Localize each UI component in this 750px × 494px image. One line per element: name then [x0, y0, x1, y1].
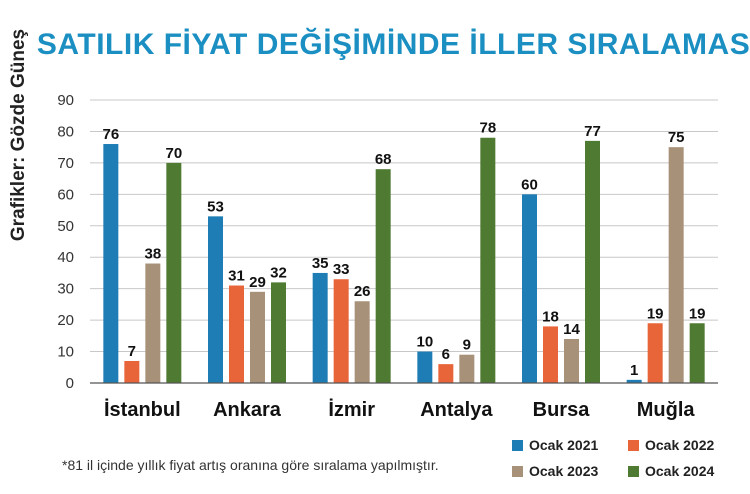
bar: [648, 323, 663, 383]
bar: [543, 326, 558, 383]
value-label: 60: [521, 176, 538, 193]
bar: [334, 279, 349, 383]
value-label: 7: [128, 343, 136, 360]
chart-title: SATILIK FİYAT DEĞİŞİMİNDE İLLER SIRALAMA…: [37, 27, 750, 61]
value-label: 68: [375, 151, 392, 168]
bar: [313, 273, 328, 383]
value-label: 32: [270, 264, 287, 281]
bar: [208, 216, 223, 383]
y-tick-label: 10: [57, 344, 74, 361]
bar: [690, 323, 705, 383]
category-label: İstanbul: [104, 398, 181, 421]
bar: [250, 292, 265, 383]
value-label: 76: [102, 126, 119, 143]
category-label: Bursa: [533, 399, 591, 421]
category-label: İzmir: [328, 398, 375, 421]
footnote: *81 il içinde yıllık fiyat artış oranına…: [62, 457, 439, 473]
value-label: 10: [416, 334, 433, 351]
value-label: 18: [542, 308, 559, 325]
value-label: 53: [207, 198, 224, 215]
y-tick-label: 60: [57, 186, 74, 203]
value-label: 9: [463, 337, 471, 354]
category-label: Ankara: [213, 399, 282, 421]
bar: [103, 144, 118, 383]
value-label: 78: [479, 120, 496, 137]
bar: [438, 364, 453, 383]
value-label: 33: [333, 261, 350, 278]
legend-label: Ocak 2021: [529, 437, 598, 453]
bar: [522, 194, 537, 383]
x-axis-categories: İstanbul Ankara İzmir Antalya Bursa Muğla: [104, 398, 695, 421]
y-tick-label: 20: [57, 312, 74, 329]
y-tick-label: 90: [57, 92, 74, 109]
legend-swatch: [512, 440, 523, 451]
bars: [103, 138, 704, 383]
bar: [229, 286, 244, 383]
legend-label: Ocak 2024: [645, 463, 714, 479]
bar: [145, 264, 160, 383]
value-label: 75: [668, 129, 685, 146]
value-label: 29: [249, 274, 266, 291]
value-label: 77: [584, 123, 601, 140]
value-label: 19: [689, 305, 706, 322]
bar: [459, 355, 474, 383]
bar: [355, 301, 370, 383]
bar: [124, 361, 139, 383]
y-tick-label: 40: [57, 249, 74, 266]
value-label: 14: [563, 321, 580, 338]
legend: Ocak 2021 Ocak 2022 Ocak 2023 Ocak 2024: [512, 437, 714, 479]
y-tick-label: 30: [57, 281, 74, 298]
bar: [376, 169, 391, 383]
y-tick-label: 80: [57, 123, 74, 140]
value-label: 6: [442, 346, 450, 363]
value-label: 38: [144, 246, 161, 263]
value-label: 31: [228, 268, 245, 285]
bar: [417, 352, 432, 383]
bar: [564, 339, 579, 383]
bar: [669, 147, 684, 383]
legend-label: Ocak 2022: [645, 437, 714, 453]
value-label: 35: [312, 255, 329, 272]
y-tick-label: 0: [66, 375, 74, 392]
credit-label: Grafikler: Gözde Güneş: [8, 29, 29, 241]
value-label: 70: [165, 145, 182, 162]
value-label: 19: [647, 305, 664, 322]
legend-swatch: [628, 440, 639, 451]
y-tick-label: 70: [57, 155, 74, 172]
value-label: 1: [630, 362, 638, 379]
value-label: 26: [354, 283, 371, 300]
legend-swatch: [512, 466, 523, 477]
category-label: Muğla: [637, 399, 696, 421]
legend-swatch: [628, 466, 639, 477]
grid-lines: [90, 100, 718, 352]
category-label: Antalya: [420, 399, 493, 421]
y-tick-label: 50: [57, 218, 74, 235]
bar: [585, 141, 600, 383]
bar: [271, 282, 286, 383]
bar: [166, 163, 181, 383]
y-axis-ticks: 0 10 20 30 40 50 60 70 80 90: [57, 92, 74, 392]
bar: [480, 138, 495, 383]
legend-label: Ocak 2023: [529, 463, 598, 479]
